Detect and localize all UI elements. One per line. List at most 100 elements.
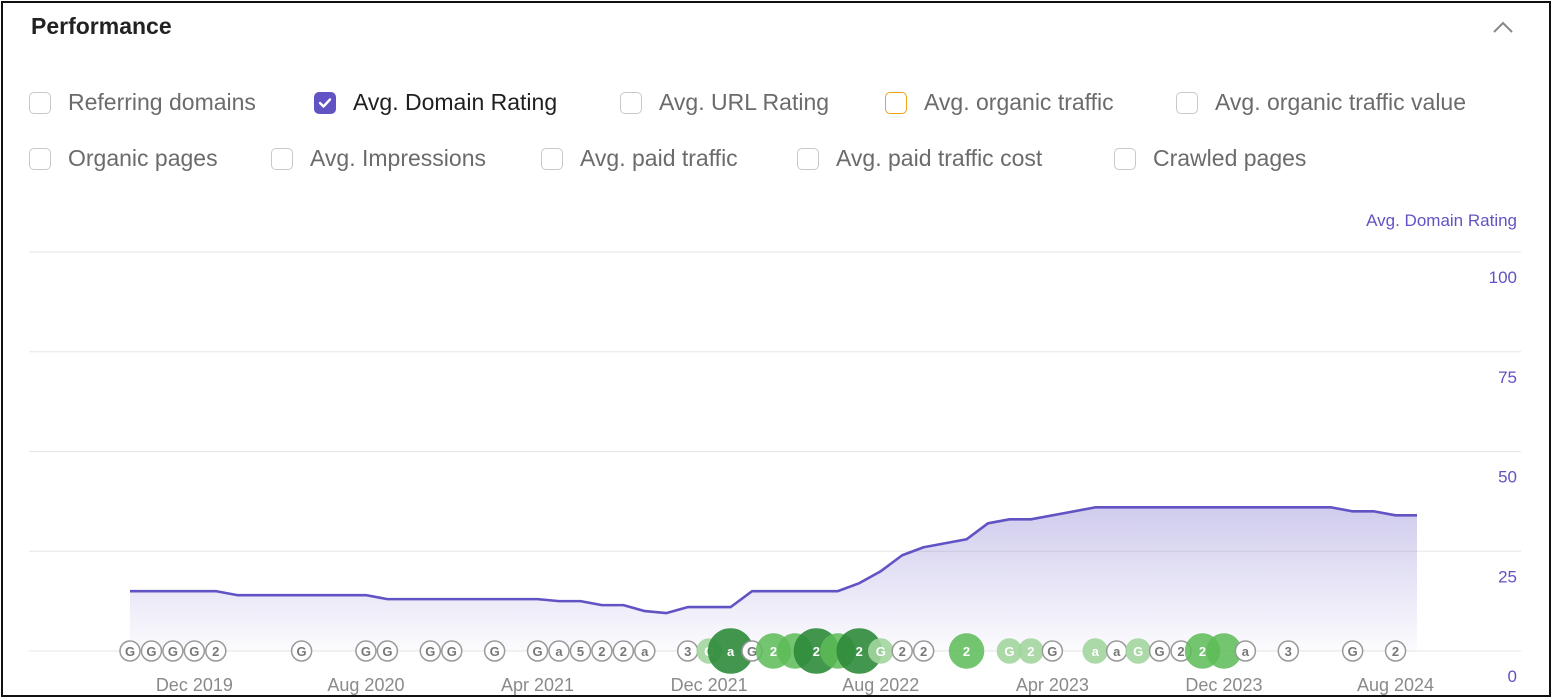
annotation-marker[interactable]	[376, 640, 399, 662]
x-tick-label: Dec 2021	[671, 675, 748, 695]
annotation-label: 2	[1199, 644, 1206, 659]
checkbox[interactable]	[29, 147, 51, 170]
annotation-marker[interactable]	[140, 640, 163, 662]
checkbox[interactable]	[620, 91, 642, 114]
metric-toggle-crawled-pages[interactable]: Crawled pages	[1114, 145, 1306, 172]
metric-label: Avg. Domain Rating	[353, 89, 558, 115]
checkbox[interactable]	[29, 91, 51, 114]
metric-toggle-avg-paid-traffic-cost[interactable]: Avg. paid traffic cost	[797, 145, 1042, 172]
y-tick-label: 25	[1498, 567, 1517, 586]
checkmark-icon	[318, 97, 332, 108]
annotation-label: 2	[598, 644, 605, 659]
metric-toggle-organic-pages[interactable]: Organic pages	[29, 145, 218, 172]
annotation-label: 2	[899, 644, 906, 659]
annotation-marker[interactable]	[1148, 640, 1171, 662]
metric-toggle-avg-organic-traffic-value[interactable]: Avg. organic traffic value	[1176, 89, 1466, 116]
annotation-marker[interactable]	[162, 640, 184, 662]
metric-toggle-referring-domains[interactable]: Referring domains	[29, 89, 256, 116]
annotation-marker[interactable]	[591, 640, 613, 662]
chevron-up-icon[interactable]	[1491, 17, 1515, 37]
annotation-marker[interactable]	[891, 640, 913, 662]
y-tick-label: 50	[1498, 468, 1517, 487]
checkbox[interactable]	[541, 147, 563, 170]
annotation-label: 2	[856, 644, 863, 659]
annotation-label: G	[189, 644, 199, 659]
y-tick-label: 100	[1489, 268, 1517, 287]
annotation-marker[interactable]	[205, 640, 227, 662]
annotation-label: G	[146, 644, 156, 659]
annotation-label: 2	[620, 644, 627, 659]
annotation-label: G	[297, 644, 307, 659]
annotation-label: G	[1348, 644, 1358, 659]
metric-toggle-avg-paid-traffic[interactable]: Avg. paid traffic	[541, 145, 738, 172]
annotation-marker[interactable]	[548, 640, 570, 662]
metric-toggle-avg-impressions[interactable]: Avg. Impressions	[271, 145, 486, 172]
annotation-marker[interactable]	[612, 640, 635, 662]
annotation-label: G	[1004, 644, 1014, 659]
annotation-marker[interactable]	[1234, 640, 1257, 662]
annotation-label: 2	[212, 644, 219, 659]
y-tick-label: 0	[1508, 667, 1517, 686]
annotation-label: 2	[920, 644, 927, 659]
annotation-label: G	[447, 644, 457, 659]
x-tick-label: Aug 2020	[327, 675, 404, 695]
annotation-label: a	[1242, 644, 1250, 659]
annotation-label: G	[425, 644, 435, 659]
checkbox[interactable]	[1176, 91, 1198, 114]
annotation-marker[interactable]	[1341, 640, 1364, 662]
annotation-marker[interactable]	[419, 640, 442, 662]
metric-toggle-avg-url-rating[interactable]: Avg. URL Rating	[620, 89, 829, 116]
series-area	[130, 507, 1417, 651]
checkbox[interactable]	[314, 91, 336, 114]
annotation-label: G	[168, 644, 178, 659]
annotation-marker[interactable]	[1384, 640, 1407, 662]
annotation-marker[interactable]	[634, 640, 656, 662]
annotation-label: 2	[1177, 644, 1184, 659]
series-line	[130, 506, 1417, 615]
metric-label: Crawled pages	[1153, 145, 1307, 171]
metric-label: Avg. organic traffic value	[1215, 89, 1467, 115]
checkbox[interactable]	[271, 147, 293, 170]
annotation-label: 2	[963, 644, 970, 659]
annotation-marker[interactable]	[441, 640, 463, 662]
annotation-label: G	[747, 644, 757, 659]
annotation-marker[interactable]	[355, 640, 377, 662]
checkbox[interactable]	[797, 147, 819, 170]
annotation-label: G	[876, 644, 886, 659]
annotation-marker[interactable]	[483, 640, 506, 662]
annotation-label: a	[727, 644, 735, 659]
x-tick-label: Apr 2023	[1016, 675, 1089, 695]
annotation-label: G	[1047, 644, 1057, 659]
annotation-marker[interactable]	[119, 640, 141, 662]
annotation-marker[interactable]	[290, 640, 313, 662]
annotation-marker[interactable]	[183, 640, 206, 662]
metric-label: Avg. paid traffic cost	[836, 145, 1043, 171]
annotation-label: a	[555, 644, 563, 659]
annotation-marker[interactable]	[912, 640, 935, 662]
metric-label: Avg. organic traffic	[924, 89, 1114, 115]
metric-label: Avg. paid traffic	[580, 145, 738, 171]
metric-label: Avg. Impressions	[310, 145, 486, 171]
annotation-label: 3	[684, 644, 691, 659]
annotation-marker[interactable]	[948, 633, 985, 669]
annotation-label: a	[1113, 644, 1121, 659]
annotation-label: a	[641, 644, 649, 659]
x-tick-label: Aug 2024	[1357, 675, 1434, 695]
x-tick-label: Apr 2021	[501, 675, 574, 695]
annotation-label: G	[1133, 644, 1143, 659]
annotation-label: 2	[813, 644, 820, 659]
checkbox[interactable]	[885, 91, 907, 114]
annotation-label: G	[1155, 644, 1165, 659]
metric-toggle-avg-domain-rating[interactable]: Avg. Domain Rating	[314, 89, 557, 116]
annotation-label: G	[532, 644, 542, 659]
x-tick-label: Dec 2023	[1185, 675, 1262, 695]
annotation-marker[interactable]	[1277, 640, 1300, 662]
annotation-label: G	[382, 644, 392, 659]
y-tick-label: 75	[1498, 368, 1517, 387]
annotation-marker[interactable]	[569, 640, 592, 662]
annotation-marker[interactable]	[526, 640, 549, 662]
annotation-marker[interactable]	[1041, 640, 1064, 662]
checkbox[interactable]	[1114, 147, 1136, 170]
metric-toggle-avg-organic-traffic[interactable]: Avg. organic traffic	[885, 89, 1114, 116]
